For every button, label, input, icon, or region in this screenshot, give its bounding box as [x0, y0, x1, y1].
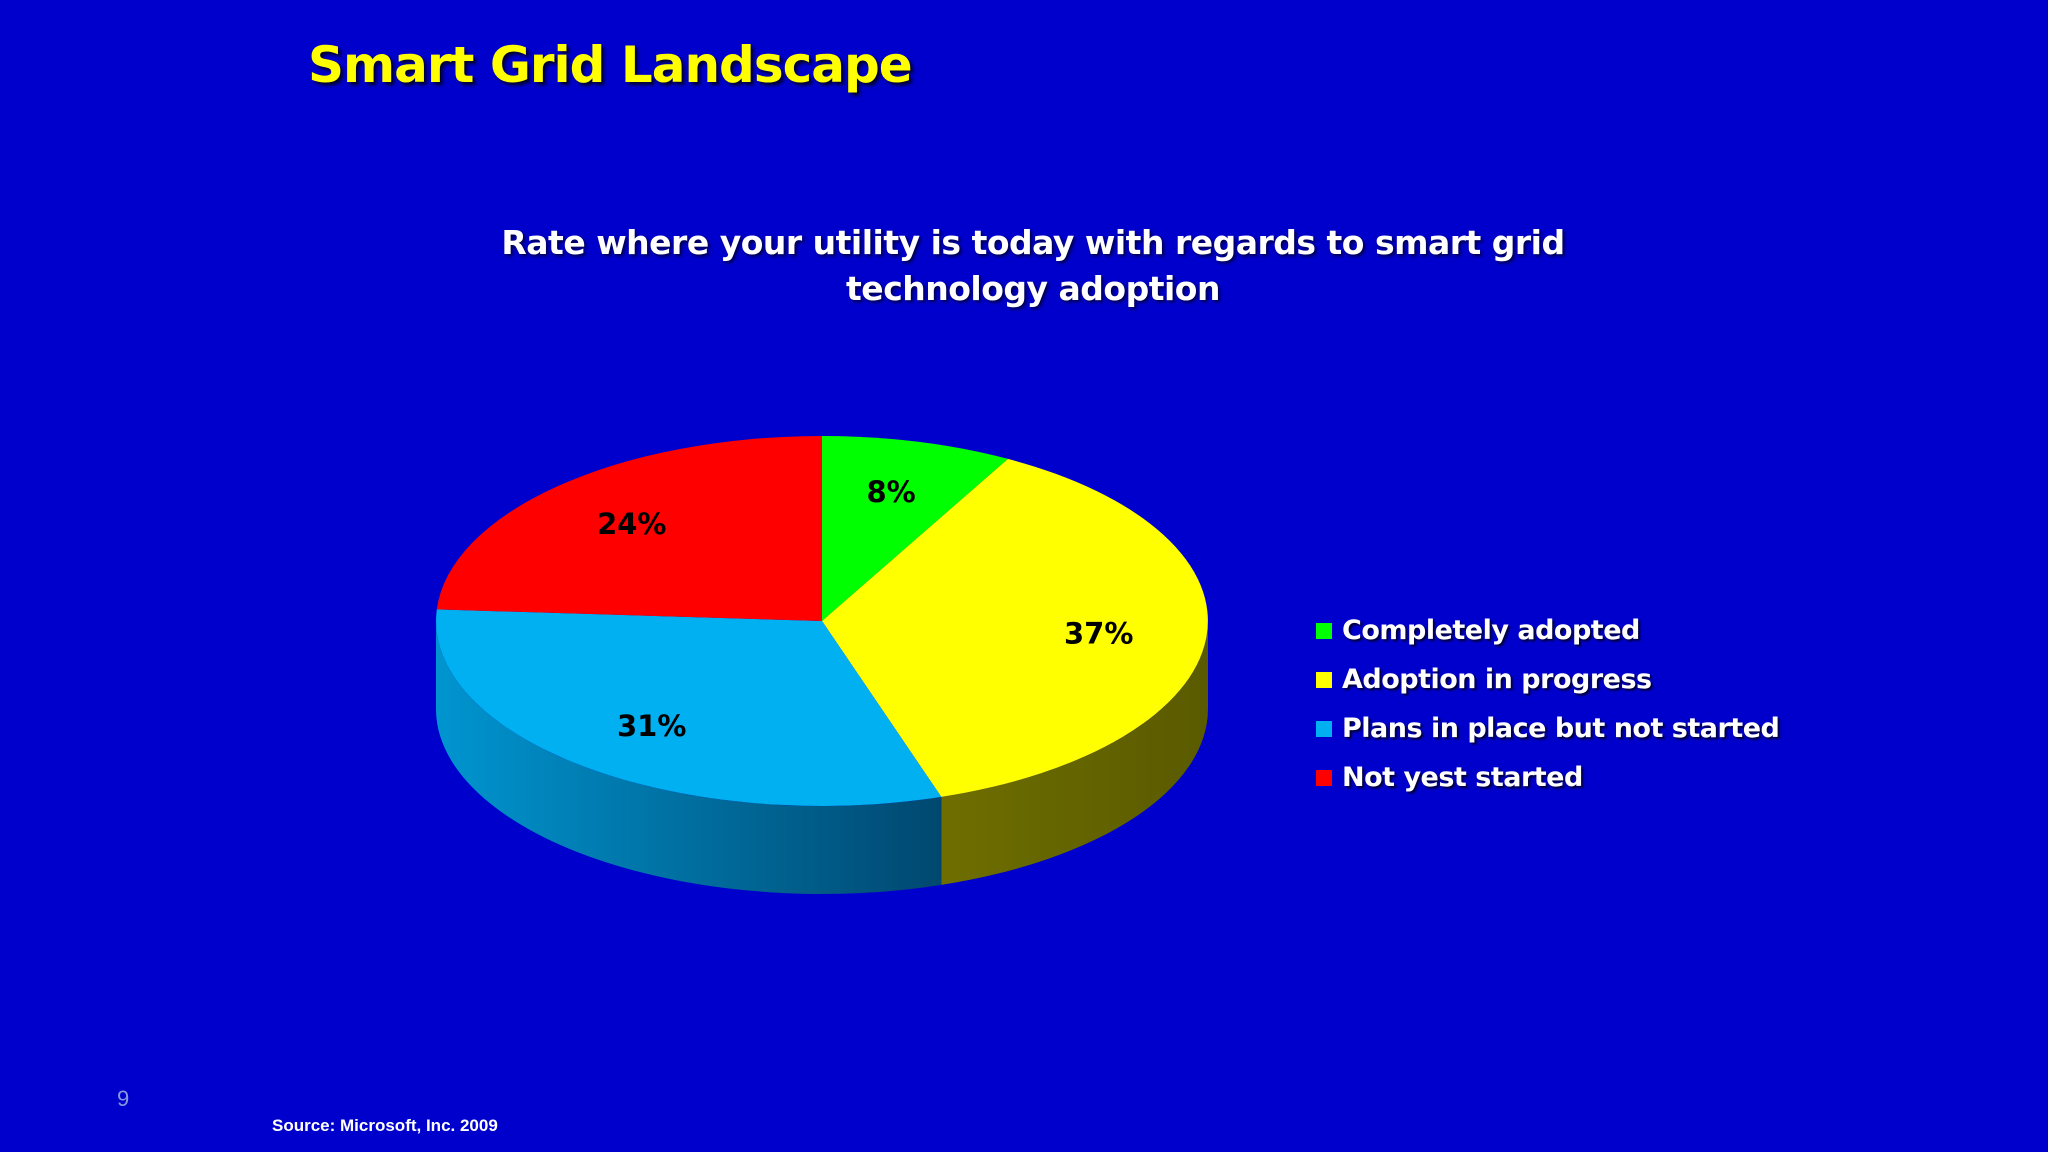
slice-plans-in-place — [436, 609, 942, 806]
data-label: 31% — [617, 709, 686, 743]
pie-side-walls — [436, 621, 1208, 894]
legend-item: Plans in place but not started — [1316, 704, 1780, 753]
legend-swatch — [1316, 769, 1332, 786]
pie-slices — [436, 436, 1208, 806]
slice-plans-in-place-side — [436, 621, 942, 894]
legend: Completely adopted Adoption in progress … — [1316, 606, 1780, 802]
legend-label: Adoption in progress — [1342, 664, 1652, 695]
legend-swatch — [1316, 622, 1332, 639]
slice-adoption-in-progress-side — [941, 621, 1208, 885]
legend-label: Not yest started — [1342, 762, 1583, 793]
legend-item: Not yest started — [1316, 753, 1779, 802]
legend-item: Adoption in progress — [1316, 655, 1779, 704]
legend-label: Plans in place but not started — [1342, 713, 1780, 744]
legend-label: Completely adopted — [1342, 615, 1640, 646]
slice-adoption-in-progress — [822, 458, 1208, 797]
slice-completely-adopted — [822, 436, 1008, 621]
chart-title: Rate where your utility is today with re… — [501, 223, 1565, 308]
page-number: 9 — [117, 1086, 130, 1111]
slide-title: Smart Grid Landscape — [308, 36, 913, 94]
data-label: 8% — [866, 475, 915, 509]
legend-swatch — [1316, 671, 1332, 688]
data-label: 24% — [597, 507, 666, 541]
data-label: 37% — [1064, 617, 1133, 651]
legend-swatch — [1316, 720, 1332, 737]
slice-not-yet-started — [436, 436, 822, 621]
source-note: Source: Microsoft, Inc. 2009 — [272, 1116, 498, 1135]
pie-data-labels: 8% 37% 31% 24% — [597, 475, 1133, 743]
legend-item: Completely adopted — [1316, 606, 1779, 655]
